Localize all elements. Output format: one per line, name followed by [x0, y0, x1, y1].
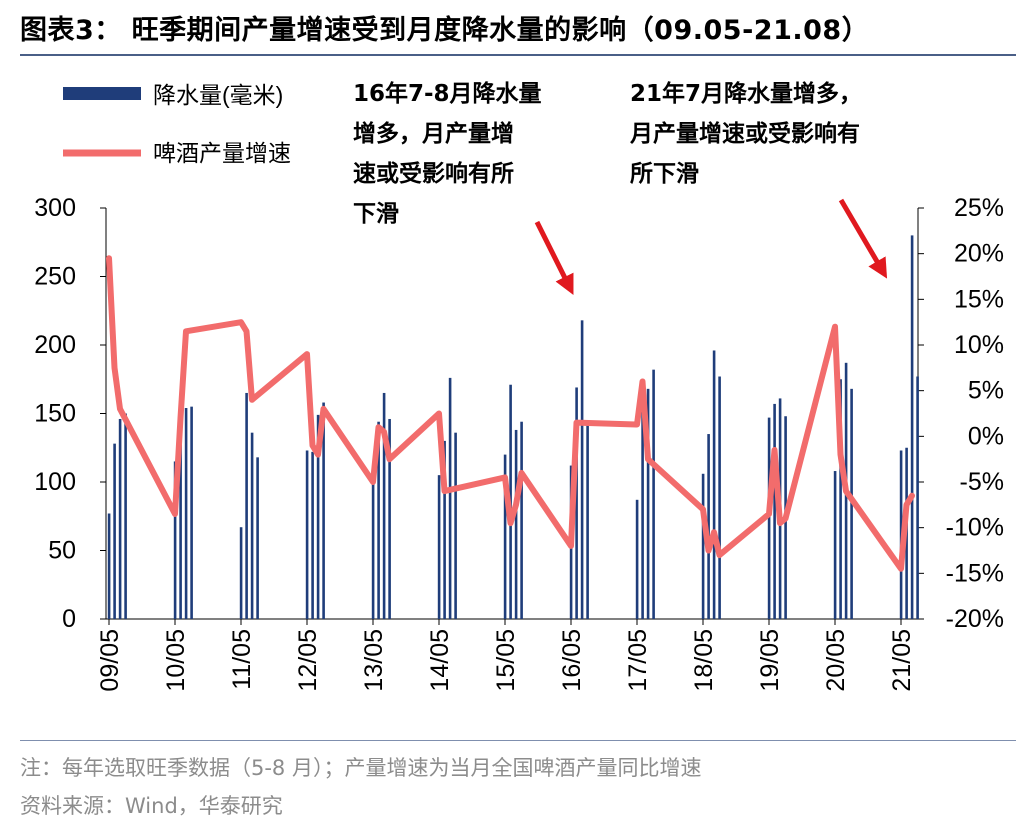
x-tick-label: 16/05 — [558, 629, 586, 692]
title-rule — [20, 54, 1016, 56]
bar-precipitation — [443, 440, 446, 619]
y-right-tick-label: 0% — [968, 422, 1004, 450]
figure-title: 图表3： 旺季期间产量增速受到月度降水量的影响（09.05-21.08） — [20, 15, 870, 46]
bar-precipitation — [575, 387, 578, 619]
arrow-2021 — [838, 198, 888, 279]
y-right-tick-label: -20% — [946, 605, 1004, 633]
bar-precipitation — [646, 388, 650, 619]
bar-precipitation — [910, 235, 914, 619]
bar-precipitation — [580, 320, 584, 619]
annotation-line: 增多，月产量增 — [353, 121, 514, 147]
annotation-2021: 21年7月降水量增多， 月产量增速或受影响有 所下滑 — [630, 74, 862, 194]
y-right-tick-label: 10% — [954, 331, 1004, 359]
y-right-tick-label: -10% — [946, 514, 1004, 542]
arrow-2016 — [534, 220, 574, 295]
bar-precipitation — [305, 450, 309, 619]
annotation-line: 速或受影响有所 — [353, 161, 514, 187]
y-left-tick-label: 250 — [34, 263, 76, 291]
y-left-tick-label: 300 — [34, 194, 76, 222]
x-tick-label: 14/05 — [426, 629, 454, 692]
y-left-tick-label: 200 — [34, 331, 76, 359]
y-left-tick-label: 100 — [34, 468, 76, 496]
bar-precipitation — [641, 408, 644, 619]
bar-precipitation — [118, 418, 122, 619]
bar-precipitation — [839, 379, 842, 619]
x-tick-label: 15/05 — [492, 629, 520, 692]
bar-precipitation — [707, 434, 710, 619]
bar-precipitation — [107, 513, 111, 619]
x-tick-label: 11/05 — [228, 629, 256, 690]
line-beer-growth — [106, 255, 915, 572]
x-tick-label: 12/05 — [294, 629, 322, 692]
annotation-line: 月产量增速或受影响有 — [630, 121, 860, 147]
x-tick-label: 10/05 — [162, 629, 190, 692]
y-right-tick-label: 20% — [954, 240, 1004, 268]
bar-precipitation — [586, 423, 589, 619]
annotation-2016: 16年7-8月降水量 增多，月产量增 速或受影响有所 下滑 — [353, 74, 542, 234]
bar-precipitation — [448, 377, 452, 619]
x-tick-label: 19/05 — [756, 629, 784, 692]
bar-precipitation — [256, 457, 259, 619]
x-tick-label: 13/05 — [360, 629, 388, 692]
bar-precipitation — [184, 408, 188, 619]
legend-bar-label: 降水量(毫米) — [153, 82, 283, 108]
bar-precipitation — [833, 471, 837, 619]
y-left-tick-label: 50 — [48, 537, 76, 565]
x-tick-label: 09/05 — [96, 629, 124, 692]
bar-precipitation — [371, 468, 375, 619]
bar-precipitation — [179, 408, 182, 619]
annotation-line: 16年7-8月降水量 — [353, 81, 542, 107]
bar-precipitation — [377, 421, 380, 619]
bar-precipitation — [712, 350, 716, 619]
footer-rule — [20, 740, 1016, 741]
x-tick-label: 18/05 — [690, 629, 718, 692]
bar-precipitation — [311, 451, 314, 619]
footer-source: 资料来源：Wind，华泰研究 — [20, 794, 283, 818]
y-left-tick-label: 0 — [62, 605, 76, 633]
y-right-tick-label: -15% — [946, 559, 1004, 587]
bar-precipitation — [239, 527, 243, 619]
bar-precipitation — [767, 417, 771, 619]
bar-precipitation — [190, 406, 193, 619]
bar-precipitation — [250, 432, 254, 619]
bar-precipitation — [322, 402, 325, 619]
chart: 0 50 100 150 200 250 300 -20% -15% -10% -5% 0% 5% 10%… — [34, 82, 1004, 692]
y-right-tick-label: 5% — [968, 377, 1004, 405]
legend-bar-swatch — [63, 87, 141, 100]
footer-note: 注：每年选取旺季数据（5-8 月）；产量增速为当月全国啤酒产量同比增速 — [20, 756, 702, 780]
bar-precipitation — [173, 461, 177, 619]
bar-precipitation — [701, 473, 705, 619]
bar-precipitation — [652, 369, 655, 619]
bar-precipitation — [773, 403, 776, 619]
legend-line-label: 啤酒产量增速 — [153, 140, 291, 166]
y-right-tick-label: 25% — [954, 194, 1004, 222]
bar-precipitation — [718, 376, 721, 619]
bar-precipitation — [113, 443, 116, 619]
bar-precipitation — [437, 475, 441, 619]
y-right-tick-label: 15% — [954, 285, 1004, 313]
bar-precipitation — [124, 413, 127, 619]
bar-precipitation — [635, 499, 639, 619]
bar-precipitation — [316, 414, 320, 619]
annotation-line: 所下滑 — [630, 161, 699, 187]
bar-precipitation — [382, 392, 386, 619]
y-left-tick-label: 150 — [34, 400, 76, 428]
annotation-line: 下滑 — [353, 201, 399, 227]
bar-precipitation — [388, 418, 391, 619]
bar-precipitation — [503, 454, 507, 619]
bar-precipitation — [454, 432, 457, 619]
bar-precipitation — [245, 392, 248, 619]
bar-precipitation — [514, 429, 518, 619]
bar-precipitation — [520, 421, 523, 619]
y-right-tick-label: -5% — [960, 468, 1004, 496]
x-tick-label: 17/05 — [624, 629, 652, 692]
annotation-line: 21年7月降水量增多， — [630, 81, 863, 107]
bar-precipitation — [916, 376, 919, 619]
x-tick-label: 20/05 — [822, 629, 850, 692]
x-tick-label: 21/05 — [888, 629, 916, 692]
